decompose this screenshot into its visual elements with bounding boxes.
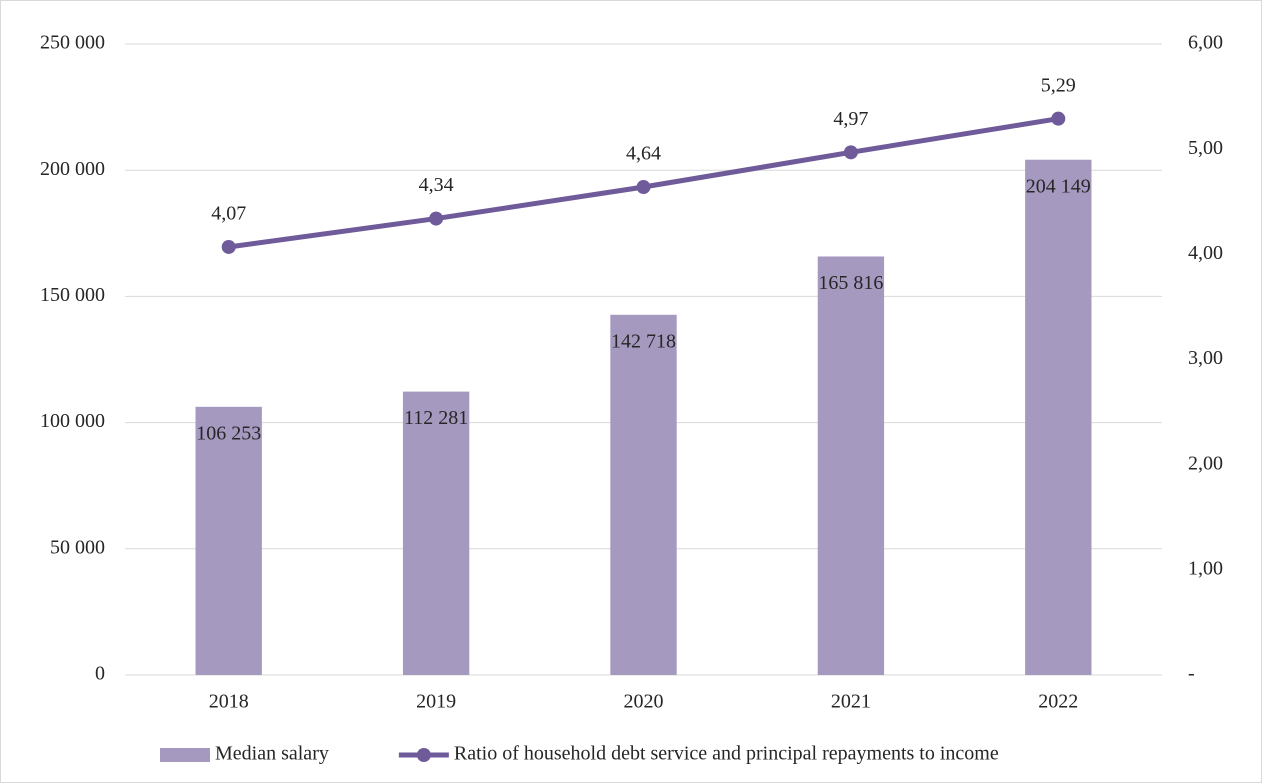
x-tick-label: 2022 bbox=[1038, 691, 1078, 713]
y-tick-label: 0 bbox=[95, 663, 105, 685]
legend-marker bbox=[416, 748, 431, 762]
line-value-label: 5,29 bbox=[1041, 74, 1076, 96]
bar bbox=[195, 406, 262, 675]
line-value-label: 4,64 bbox=[626, 143, 661, 165]
y2-tick-label: 6,00 bbox=[1188, 32, 1223, 54]
x-tick-label: 2021 bbox=[831, 691, 871, 713]
y2-tick-label: 1,00 bbox=[1188, 557, 1223, 579]
line-value-label: 4,97 bbox=[833, 108, 868, 130]
bar-value-label: 112 281 bbox=[404, 407, 468, 429]
legend-label: Median salary bbox=[215, 743, 329, 765]
line-marker bbox=[429, 211, 444, 226]
y-tick-label: 150 000 bbox=[40, 284, 105, 306]
y2-tick-label: 4,00 bbox=[1188, 242, 1223, 264]
y2-tick-label: - bbox=[1188, 663, 1195, 685]
bar-value-label: 142 718 bbox=[611, 330, 676, 352]
bar bbox=[402, 391, 470, 675]
legend-label: Ratio of household debt service and prin… bbox=[454, 743, 999, 765]
line-value-label: 4,34 bbox=[419, 174, 454, 196]
x-tick-label: 2019 bbox=[416, 691, 456, 713]
line-marker bbox=[221, 239, 236, 254]
bar-value-label: 106 253 bbox=[196, 422, 261, 444]
line-marker bbox=[1051, 111, 1066, 126]
y-tick-label: 50 000 bbox=[50, 536, 105, 558]
y2-tick-label: 3,00 bbox=[1188, 347, 1223, 369]
y-tick-label: 100 000 bbox=[40, 410, 105, 432]
line-marker bbox=[636, 180, 651, 195]
y2-tick-label: 2,00 bbox=[1188, 452, 1223, 474]
x-tick-label: 2018 bbox=[209, 691, 249, 713]
bar-value-label: 204 149 bbox=[1026, 175, 1091, 197]
legend-swatch bbox=[160, 748, 210, 762]
bar bbox=[610, 314, 677, 675]
bar bbox=[1025, 159, 1092, 676]
y2-tick-label: 5,00 bbox=[1188, 137, 1223, 159]
x-tick-label: 2020 bbox=[624, 691, 664, 713]
line-marker bbox=[843, 145, 858, 160]
line-value-label: 4,07 bbox=[211, 203, 246, 225]
y-tick-label: 250 000 bbox=[40, 32, 105, 54]
y-tick-label: 200 000 bbox=[40, 158, 105, 180]
bar bbox=[817, 256, 885, 675]
bar-value-label: 165 816 bbox=[818, 272, 883, 294]
